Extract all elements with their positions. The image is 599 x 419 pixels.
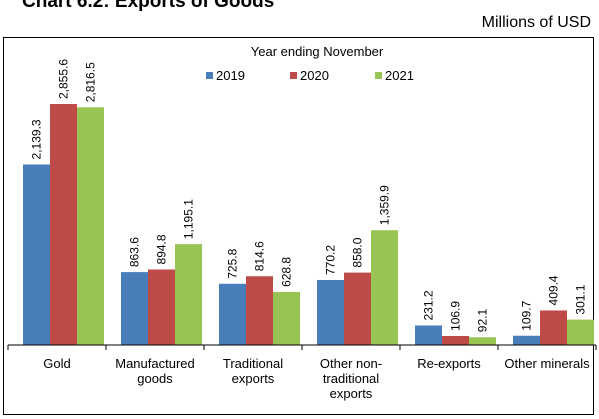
category-label-1: Gold <box>43 356 70 371</box>
category-label-line: traditional <box>323 371 379 386</box>
category-label-5: Re-exports <box>417 356 481 371</box>
bars <box>23 104 594 345</box>
bar-2019-3 <box>219 283 246 345</box>
bar-2019-6 <box>513 335 540 345</box>
bar-2020-4 <box>344 272 371 345</box>
bar-2020-3 <box>246 276 273 345</box>
bar-2021-3 <box>273 291 300 345</box>
bar-2019-4 <box>317 279 344 345</box>
data-label-2021-2: 1,195.1 <box>182 199 196 239</box>
category-label-4: Other non-traditional exports <box>320 356 382 401</box>
data-label-2020-2: 894.8 <box>155 234 169 264</box>
data-label-2021-3: 628.8 <box>280 257 294 287</box>
chart-frame <box>3 37 594 415</box>
bar-2020-1 <box>50 104 77 345</box>
legend-swatch-2019 <box>206 72 213 79</box>
value-labels: 2,139.3 2,855.6 2,816.5 863.6 894.8 1,195.1 72… <box>30 59 588 333</box>
data-label-2020-4: 858.0 <box>351 237 365 267</box>
chart-title: Chart 6.2: Exports of Goods <box>22 0 275 12</box>
data-label-2020-5: 106.9 <box>449 301 463 331</box>
category-label-line: Gold <box>43 356 70 371</box>
data-label-2019-3: 725.8 <box>226 248 240 278</box>
data-label-2019-6: 109.7 <box>520 300 534 330</box>
legend: Year ending November 2019 2020 2021 <box>206 44 414 83</box>
legend-swatch-2020 <box>290 72 297 79</box>
category-label-3: Traditional exports <box>223 356 283 386</box>
category-label-line: exports <box>330 386 373 401</box>
x-axis <box>7 344 597 350</box>
data-label-2020-6: 409.4 <box>547 275 561 305</box>
legend-label-2019: 2019 <box>216 68 245 83</box>
category-label-line: Other minerals <box>504 356 590 371</box>
bar-2019-5 <box>415 325 442 345</box>
category-label-line: exports <box>232 371 275 386</box>
data-label-2019-2: 863.6 <box>128 237 142 267</box>
data-label-2021-5: 92.1 <box>476 309 490 333</box>
data-label-2021-6: 301.1 <box>574 284 588 314</box>
bar-2021-5 <box>469 337 496 345</box>
data-label-2021-4: 1,359.9 <box>378 185 392 225</box>
bar-2019-1 <box>23 164 50 345</box>
data-label-2019-5: 231.2 <box>422 290 436 320</box>
legend-swatch-2021 <box>375 72 382 79</box>
category-label-2: Manufactured goods <box>115 356 195 386</box>
legend-label-2021: 2021 <box>385 68 414 83</box>
category-label-6: Other minerals <box>504 356 590 371</box>
data-label-2019-4: 770.2 <box>324 245 338 275</box>
bar-2019-2 <box>121 272 148 345</box>
data-label-2020-1: 2,855.6 <box>57 59 71 99</box>
category-label-line: Other non- <box>320 356 382 371</box>
units-label: Millions of USD <box>481 14 591 31</box>
legend-title: Year ending November <box>251 44 384 59</box>
bar-2021-2 <box>175 244 202 345</box>
bar-2021-1 <box>77 107 104 345</box>
bar-2020-2 <box>148 269 175 345</box>
data-label-2020-3: 814.6 <box>253 241 267 271</box>
category-label-line: Traditional <box>223 356 283 371</box>
bar-2020-6 <box>540 310 567 345</box>
category-label-line: Re-exports <box>417 356 481 371</box>
bar-2020-5 <box>442 335 469 345</box>
legend-label-2020: 2020 <box>300 68 329 83</box>
category-label-line: goods <box>137 371 173 386</box>
bar-2021-4 <box>371 230 398 345</box>
data-label-2021-1: 2,816.5 <box>84 62 98 102</box>
category-label-line: Manufactured <box>115 356 195 371</box>
bar-2021-6 <box>567 319 594 345</box>
data-label-2019-1: 2,139.3 <box>30 119 44 159</box>
